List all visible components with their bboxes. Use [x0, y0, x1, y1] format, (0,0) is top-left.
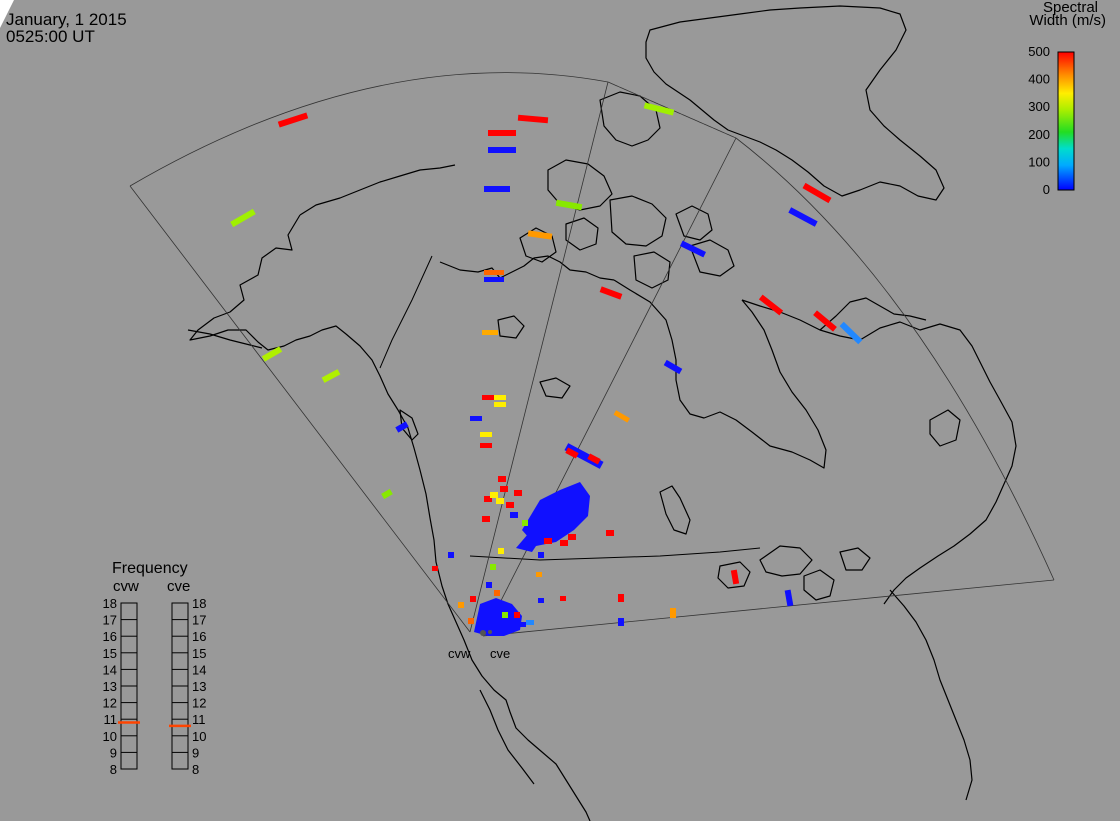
frequency-scale-label: 9 [192, 745, 199, 760]
colorbar-ticks: 0 100 200 300 400 500 [1028, 44, 1050, 197]
frequency-scale-label: 11 [192, 712, 206, 727]
frequency-scale-label: 12 [192, 696, 206, 711]
colorbar-title-line2: Width (m/s) [1029, 12, 1106, 29]
map-label-cve: cve [490, 646, 510, 661]
date-label: January, 1 2015 [6, 10, 127, 29]
frequency-scale-label: 15 [192, 646, 206, 661]
frequency-scale-label: 16 [103, 629, 117, 644]
coastlines [187, 5, 1017, 821]
radar-site-cve [488, 630, 492, 634]
frequency-scale-label: 14 [192, 662, 206, 677]
frequency-scale-label: 8 [110, 762, 117, 777]
map-label-cvw: cvw [448, 646, 471, 661]
scatter-echoes [230, 102, 863, 636]
frequency-scale-label: 9 [110, 745, 117, 760]
colorbar-tick-label: 400 [1028, 72, 1050, 87]
frequency-scale-label: 10 [192, 729, 206, 744]
colorbar: 0 100 200 300 400 500 [1028, 44, 1075, 197]
frequency-scale-label: 18 [192, 596, 206, 611]
frequency-scale-label: 10 [103, 729, 117, 744]
borders [379, 255, 761, 561]
frequency-scale-label: 17 [192, 613, 206, 628]
radar-fov [129, 72, 1055, 637]
colorbar-tick-label: 200 [1028, 127, 1050, 142]
frequency-scale-label: 12 [103, 696, 117, 711]
frequency-radar-cvw: cvw [113, 578, 139, 595]
frequency-scale-label: 13 [103, 679, 117, 694]
frequency-scale-label: 15 [103, 646, 117, 661]
colorbar-title-line1: Spectral [1042, 0, 1098, 16]
frequency-scale-label: 18 [103, 596, 117, 611]
colorbar-tick-label: 500 [1028, 44, 1050, 59]
frequency-scale-label: 8 [192, 762, 199, 777]
frequency-scale-label: 14 [103, 662, 117, 677]
frequency-radar-cve: cve [167, 578, 191, 595]
map-corner [0, 0, 14, 28]
time-label: 0525:00 UT [6, 27, 95, 46]
frequency-title: Frequency [112, 560, 188, 577]
frequency-scale-label: 13 [192, 679, 206, 694]
radar-site-cvw [480, 630, 486, 636]
frequency-scale-label: 17 [103, 613, 117, 628]
colorbar-tick-label: 0 [1043, 182, 1050, 197]
colorbar-tick-label: 100 [1028, 154, 1050, 169]
colorbar-tick-label: 300 [1028, 99, 1050, 114]
frequency-scale-label: 16 [192, 629, 206, 644]
frequency-scale-label: 11 [104, 712, 118, 727]
